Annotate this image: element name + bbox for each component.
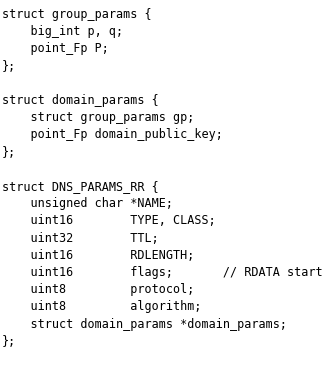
Text: uint8         algorithm;: uint8 algorithm; bbox=[2, 301, 201, 313]
Text: };: }; bbox=[2, 146, 16, 159]
Text: uint16        RDLENGTH;: uint16 RDLENGTH; bbox=[2, 249, 194, 262]
Text: unsigned char *NAME;: unsigned char *NAME; bbox=[2, 197, 173, 210]
Text: uint8         protocol;: uint8 protocol; bbox=[2, 283, 194, 296]
Text: struct domain_params {: struct domain_params { bbox=[2, 94, 159, 107]
Text: uint32        TTL;: uint32 TTL; bbox=[2, 232, 159, 245]
Text: uint16        flags;       // RDATA start: uint16 flags; // RDATA start bbox=[2, 266, 323, 279]
Text: struct DNS_PARAMS_RR {: struct DNS_PARAMS_RR { bbox=[2, 180, 159, 193]
Text: struct group_params gp;: struct group_params gp; bbox=[2, 111, 194, 124]
Text: struct domain_params *domain_params;: struct domain_params *domain_params; bbox=[2, 318, 287, 331]
Text: };: }; bbox=[2, 60, 16, 73]
Text: point_Fp domain_public_key;: point_Fp domain_public_key; bbox=[2, 129, 223, 141]
Text: big_int p, q;: big_int p, q; bbox=[2, 25, 123, 38]
Text: point_Fp P;: point_Fp P; bbox=[2, 42, 109, 56]
Text: };: }; bbox=[2, 335, 16, 348]
Text: struct group_params {: struct group_params { bbox=[2, 8, 152, 21]
Text: uint16        TYPE, CLASS;: uint16 TYPE, CLASS; bbox=[2, 214, 216, 228]
